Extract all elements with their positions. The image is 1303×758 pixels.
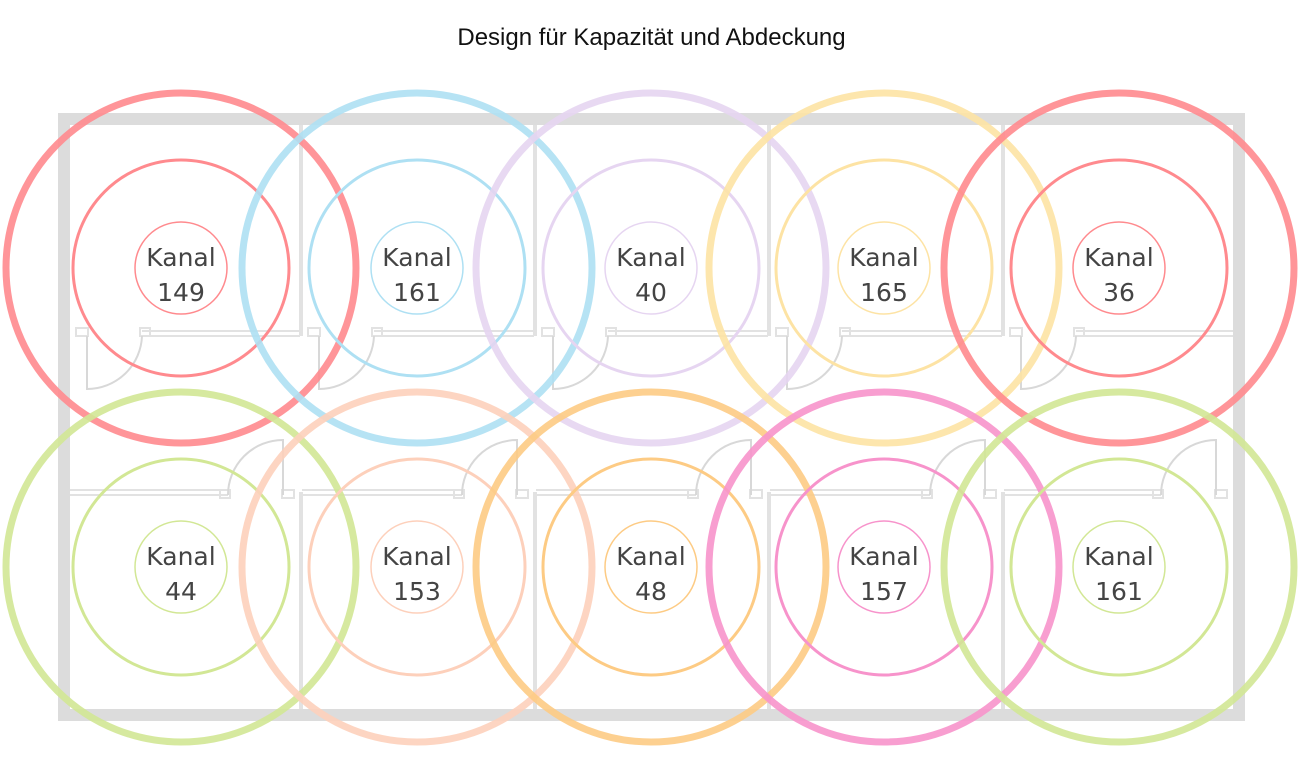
door-post xyxy=(75,327,151,337)
door xyxy=(552,335,609,391)
door-post xyxy=(687,489,763,499)
coverage-outer-ring xyxy=(940,388,1298,746)
room-wall xyxy=(374,330,534,337)
room-wall xyxy=(302,489,462,496)
channel-label: Kanal xyxy=(849,243,918,272)
channel-label: Kanal xyxy=(146,542,215,571)
access-point-marker xyxy=(604,520,698,614)
access-point: Kanal 161 xyxy=(238,89,596,447)
room-wall xyxy=(1004,489,1161,496)
coverage-inner-ring xyxy=(1009,457,1229,677)
room-wall xyxy=(608,330,768,337)
diagram-title: Design für Kapazität und Abdeckung xyxy=(457,24,846,51)
access-point: Kanal 165 xyxy=(705,89,1063,447)
access-point-marker xyxy=(837,520,931,614)
door-post xyxy=(921,489,997,499)
door xyxy=(1160,438,1217,496)
channel-number: 153 xyxy=(393,577,441,606)
coverage-outer-ring xyxy=(705,89,1063,447)
door-post xyxy=(453,489,529,499)
door xyxy=(786,335,843,391)
door xyxy=(461,438,518,496)
channel-label: Kanal xyxy=(616,542,685,571)
coverage-inner-ring xyxy=(307,457,527,677)
coverage-outer-ring xyxy=(2,89,360,447)
access-point-marker xyxy=(837,221,931,315)
door xyxy=(695,438,752,496)
door xyxy=(86,335,143,391)
access-point: Kanal 36 xyxy=(940,89,1298,447)
coverage-outer-ring xyxy=(472,89,830,447)
channel-number: 149 xyxy=(157,278,205,307)
room-wall xyxy=(142,330,300,337)
coverage-outer-ring xyxy=(940,89,1298,447)
channel-number: 36 xyxy=(1103,278,1135,307)
access-point: Kanal 44 xyxy=(2,388,360,746)
channel-number: 40 xyxy=(635,278,667,307)
channel-label: Kanal xyxy=(849,542,918,571)
access-point-marker xyxy=(134,221,228,315)
room-wall xyxy=(536,489,696,496)
channel-number: 48 xyxy=(635,577,667,606)
door xyxy=(227,438,284,496)
door-post xyxy=(219,489,295,499)
access-points: Kanal149Kanal161Kanal40Kanal165Kanal36Ka… xyxy=(2,89,1298,746)
coverage-outer-ring xyxy=(238,388,596,746)
outer-wall xyxy=(58,113,1245,721)
coverage-inner-ring xyxy=(774,457,994,677)
coverage-inner-ring xyxy=(71,158,291,378)
channel-number: 161 xyxy=(1095,577,1143,606)
channel-label: Kanal xyxy=(382,243,451,272)
channel-number: 165 xyxy=(860,278,908,307)
access-point-marker xyxy=(370,520,464,614)
access-point: Kanal 48 xyxy=(472,388,830,746)
channel-label: Kanal xyxy=(1084,542,1153,571)
channel-label: Kanal xyxy=(1084,243,1153,272)
access-point-marker xyxy=(1072,520,1166,614)
channel-label: Kanal xyxy=(382,542,451,571)
access-point: Kanal 149 xyxy=(2,89,360,447)
access-point: Kanal 161 xyxy=(940,388,1298,746)
channel-number: 161 xyxy=(393,278,441,307)
channel-label: Kanal xyxy=(616,243,685,272)
coverage-inner-ring xyxy=(541,158,761,378)
room-wall xyxy=(1076,330,1233,337)
coverage-outer-ring xyxy=(238,89,596,447)
access-point: Kanal 153 xyxy=(238,388,596,746)
access-point-marker xyxy=(370,221,464,315)
door xyxy=(318,335,375,391)
access-point-marker xyxy=(134,520,228,614)
door-post xyxy=(1152,489,1228,499)
access-point: Kanal 157 xyxy=(705,388,1063,746)
room-wall xyxy=(770,489,930,496)
access-point: Kanal 40 xyxy=(472,89,830,447)
room-wall xyxy=(842,330,1002,337)
access-point-marker xyxy=(1072,221,1166,315)
coverage-inner-ring xyxy=(541,457,761,677)
coverage-outer-ring xyxy=(2,388,360,746)
coverage-outer-ring xyxy=(705,388,1063,746)
channel-label: Kanal xyxy=(146,243,215,272)
coverage-inner-ring xyxy=(307,158,527,378)
coverage-inner-ring xyxy=(774,158,994,378)
room-wall xyxy=(70,489,228,496)
channel-number: 44 xyxy=(165,577,197,606)
coverage-inner-ring xyxy=(71,457,291,677)
door xyxy=(929,438,986,496)
access-point-marker xyxy=(604,221,698,315)
coverage-outer-ring xyxy=(472,388,830,746)
coverage-inner-ring xyxy=(1009,158,1229,378)
channel-number: 157 xyxy=(860,577,908,606)
door xyxy=(1020,335,1077,391)
floor-plan xyxy=(58,113,1245,721)
